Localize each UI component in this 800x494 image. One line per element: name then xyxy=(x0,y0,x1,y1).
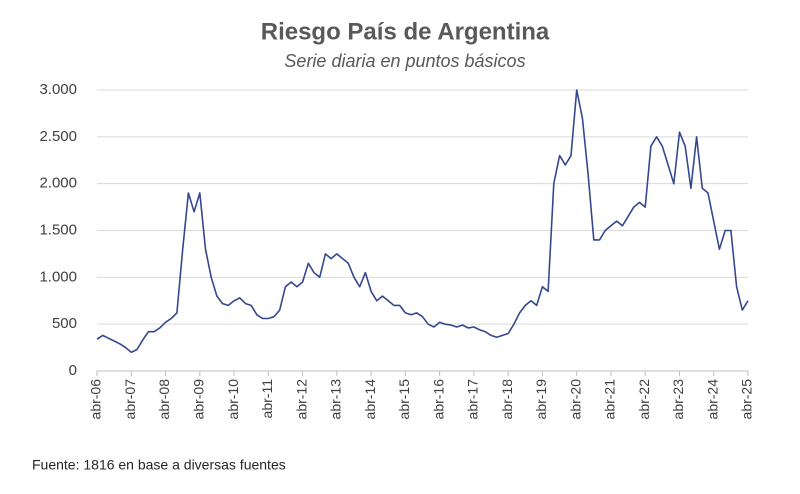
x-tick-label: abr-06 xyxy=(88,379,104,420)
x-tick-label: abr-21 xyxy=(602,379,618,420)
chart-title: Riesgo País de Argentina xyxy=(261,18,550,45)
x-tick-label: abr-12 xyxy=(293,379,309,420)
x-tick-label: abr-20 xyxy=(567,379,583,420)
x-tick-label: abr-24 xyxy=(704,379,720,420)
chart-subtitle: Serie diaria en puntos básicos xyxy=(284,51,525,71)
y-tick-label: 2.500 xyxy=(39,128,77,145)
x-tick-label: abr-09 xyxy=(190,379,206,420)
x-tick-label: abr-14 xyxy=(362,379,378,420)
x-tick-label: abr-13 xyxy=(328,379,344,420)
y-tick-label: 0 xyxy=(69,362,77,379)
source-note: Fuente: 1816 en base a diversas fuentes xyxy=(32,457,286,473)
x-tick-label: abr-16 xyxy=(430,379,446,420)
data-line xyxy=(96,89,749,354)
x-tick-label: abr-22 xyxy=(636,379,652,420)
y-tick-label: 1.500 xyxy=(39,221,77,238)
x-tick-label: abr-10 xyxy=(225,379,241,420)
x-tick-label: abr-19 xyxy=(533,379,549,420)
x-tick-label: abr-25 xyxy=(739,379,755,420)
y-tick-label: 3.000 xyxy=(39,81,77,98)
y-tick-label: 2.000 xyxy=(39,175,77,192)
y-tick-label: 500 xyxy=(52,315,77,332)
x-tick-label: abr-23 xyxy=(670,379,686,420)
x-tick-label: abr-08 xyxy=(156,379,172,420)
y-tick-label: 1.000 xyxy=(39,268,77,285)
x-tick-label: abr-07 xyxy=(122,379,138,420)
x-tick-label: abr-11 xyxy=(259,379,275,419)
x-tick-label: abr-18 xyxy=(499,379,515,420)
x-tick-label: abr-15 xyxy=(396,379,412,420)
x-tick-label: abr-17 xyxy=(465,379,481,420)
